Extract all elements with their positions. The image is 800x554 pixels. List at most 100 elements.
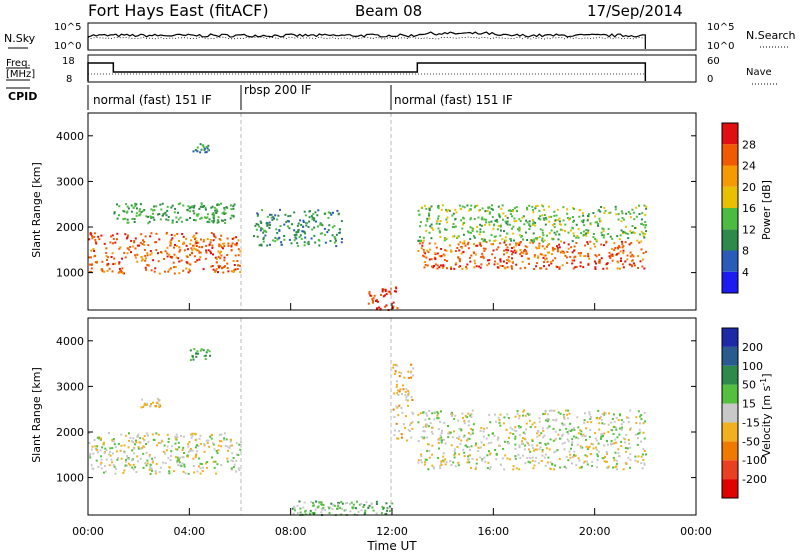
heatmap-cell [566, 250, 569, 253]
heatmap-cell [412, 367, 415, 370]
heatmap-cell [428, 443, 431, 446]
heatmap-cell [285, 221, 288, 224]
heatmap-cell [567, 243, 570, 246]
heatmap-cell [603, 444, 606, 447]
heatmap-cell [480, 441, 483, 444]
heatmap-cell [157, 213, 160, 216]
heatmap-cell [569, 430, 572, 432]
heatmap-cell [123, 469, 126, 472]
heatmap-cell [256, 235, 259, 238]
heatmap-cell [462, 448, 465, 451]
heatmap-cell [189, 242, 192, 245]
heatmap-cell [541, 229, 544, 232]
heatmap-cell [147, 222, 150, 225]
heatmap-cell [145, 403, 148, 406]
heatmap-cell [467, 247, 470, 250]
heatmap-cell [434, 258, 437, 261]
heatmap-cell [454, 452, 457, 455]
heatmap-cell [130, 204, 133, 207]
heatmap-cell [508, 223, 511, 226]
heatmap-cell [357, 510, 360, 513]
heatmap-cell [468, 420, 471, 423]
heatmap-cell [624, 260, 627, 263]
heatmap-cell [543, 265, 545, 268]
heatmap-cell [423, 204, 426, 207]
heatmap-cell [182, 446, 185, 449]
heatmap-cell [310, 237, 313, 240]
heatmap-cell [591, 460, 594, 463]
heatmap-cell [469, 433, 472, 436]
heatmap-cell [493, 263, 496, 266]
heatmap-cell [141, 258, 144, 261]
heatmap-cell [506, 223, 509, 226]
heatmap-cell [138, 441, 141, 444]
heatmap-cell [527, 442, 529, 445]
heatmap-cell [90, 249, 93, 252]
heatmap-cell [537, 256, 540, 259]
heatmap-cell [627, 456, 630, 459]
heatmap-cell [108, 453, 110, 456]
heatmap-cell [581, 212, 584, 215]
heatmap-cell [582, 433, 585, 436]
heatmap-cell [431, 453, 434, 456]
heatmap-cell [166, 433, 169, 436]
heatmap-cell [437, 215, 440, 218]
heatmap-cell [140, 233, 143, 236]
heatmap-cell [564, 254, 567, 257]
heatmap-cell [601, 432, 604, 435]
heatmap-cell [198, 246, 201, 249]
heatmap-cell [230, 208, 233, 211]
heatmap-cell [547, 456, 550, 459]
heatmap-cell [111, 447, 114, 450]
heatmap-cell [467, 437, 470, 440]
heatmap-cell [385, 502, 388, 505]
heatmap-cell [544, 453, 547, 456]
heatmap-cell [126, 210, 129, 213]
heatmap-cell [106, 269, 109, 272]
heatmap-cell [209, 354, 212, 357]
heatmap-cell [186, 455, 189, 458]
heatmap-cell [641, 453, 644, 456]
heatmap-cell [600, 418, 603, 421]
heatmap-cell [198, 258, 201, 261]
heatmap-cell [558, 223, 561, 226]
heatmap-cell [401, 393, 403, 396]
heatmap-cell [264, 234, 267, 237]
heatmap-cell [137, 460, 139, 463]
heatmap-cell [431, 432, 434, 435]
colorbar-segment [722, 346, 738, 366]
heatmap-cell [170, 450, 173, 453]
heatmap-cell [223, 438, 226, 441]
heatmap-cell [523, 409, 526, 412]
heatmap-cell [459, 428, 462, 431]
heatmap-cell [598, 253, 601, 256]
heatmap-cell [156, 397, 159, 400]
heatmap-cell [499, 424, 502, 427]
heatmap-cell [187, 451, 190, 454]
heatmap-cell [329, 240, 332, 242]
heatmap-cell [619, 414, 621, 417]
heatmap-cell [512, 246, 515, 249]
heatmap-cell [382, 506, 385, 509]
heatmap-cell [299, 511, 302, 514]
heatmap-cell [593, 233, 595, 235]
heatmap-cell [100, 234, 103, 237]
heatmap-cell [428, 410, 431, 412]
heatmap-cell [263, 230, 266, 232]
heatmap-cell [173, 272, 176, 275]
heatmap-cell [487, 206, 490, 209]
heatmap-cell [581, 446, 584, 449]
heatmap-cell [595, 239, 598, 242]
heatmap-cell [607, 227, 610, 230]
heatmap-cell [230, 214, 233, 217]
heatmap-cell [148, 220, 151, 223]
heatmap-cell [605, 451, 608, 453]
heatmap-cell [304, 510, 307, 513]
heatmap-cell [601, 413, 604, 416]
heatmap-cell [208, 221, 211, 224]
heatmap-cell [591, 464, 594, 467]
heatmap-cell [212, 212, 215, 214]
heatmap-cell [423, 255, 426, 258]
heatmap-cell [587, 243, 589, 245]
